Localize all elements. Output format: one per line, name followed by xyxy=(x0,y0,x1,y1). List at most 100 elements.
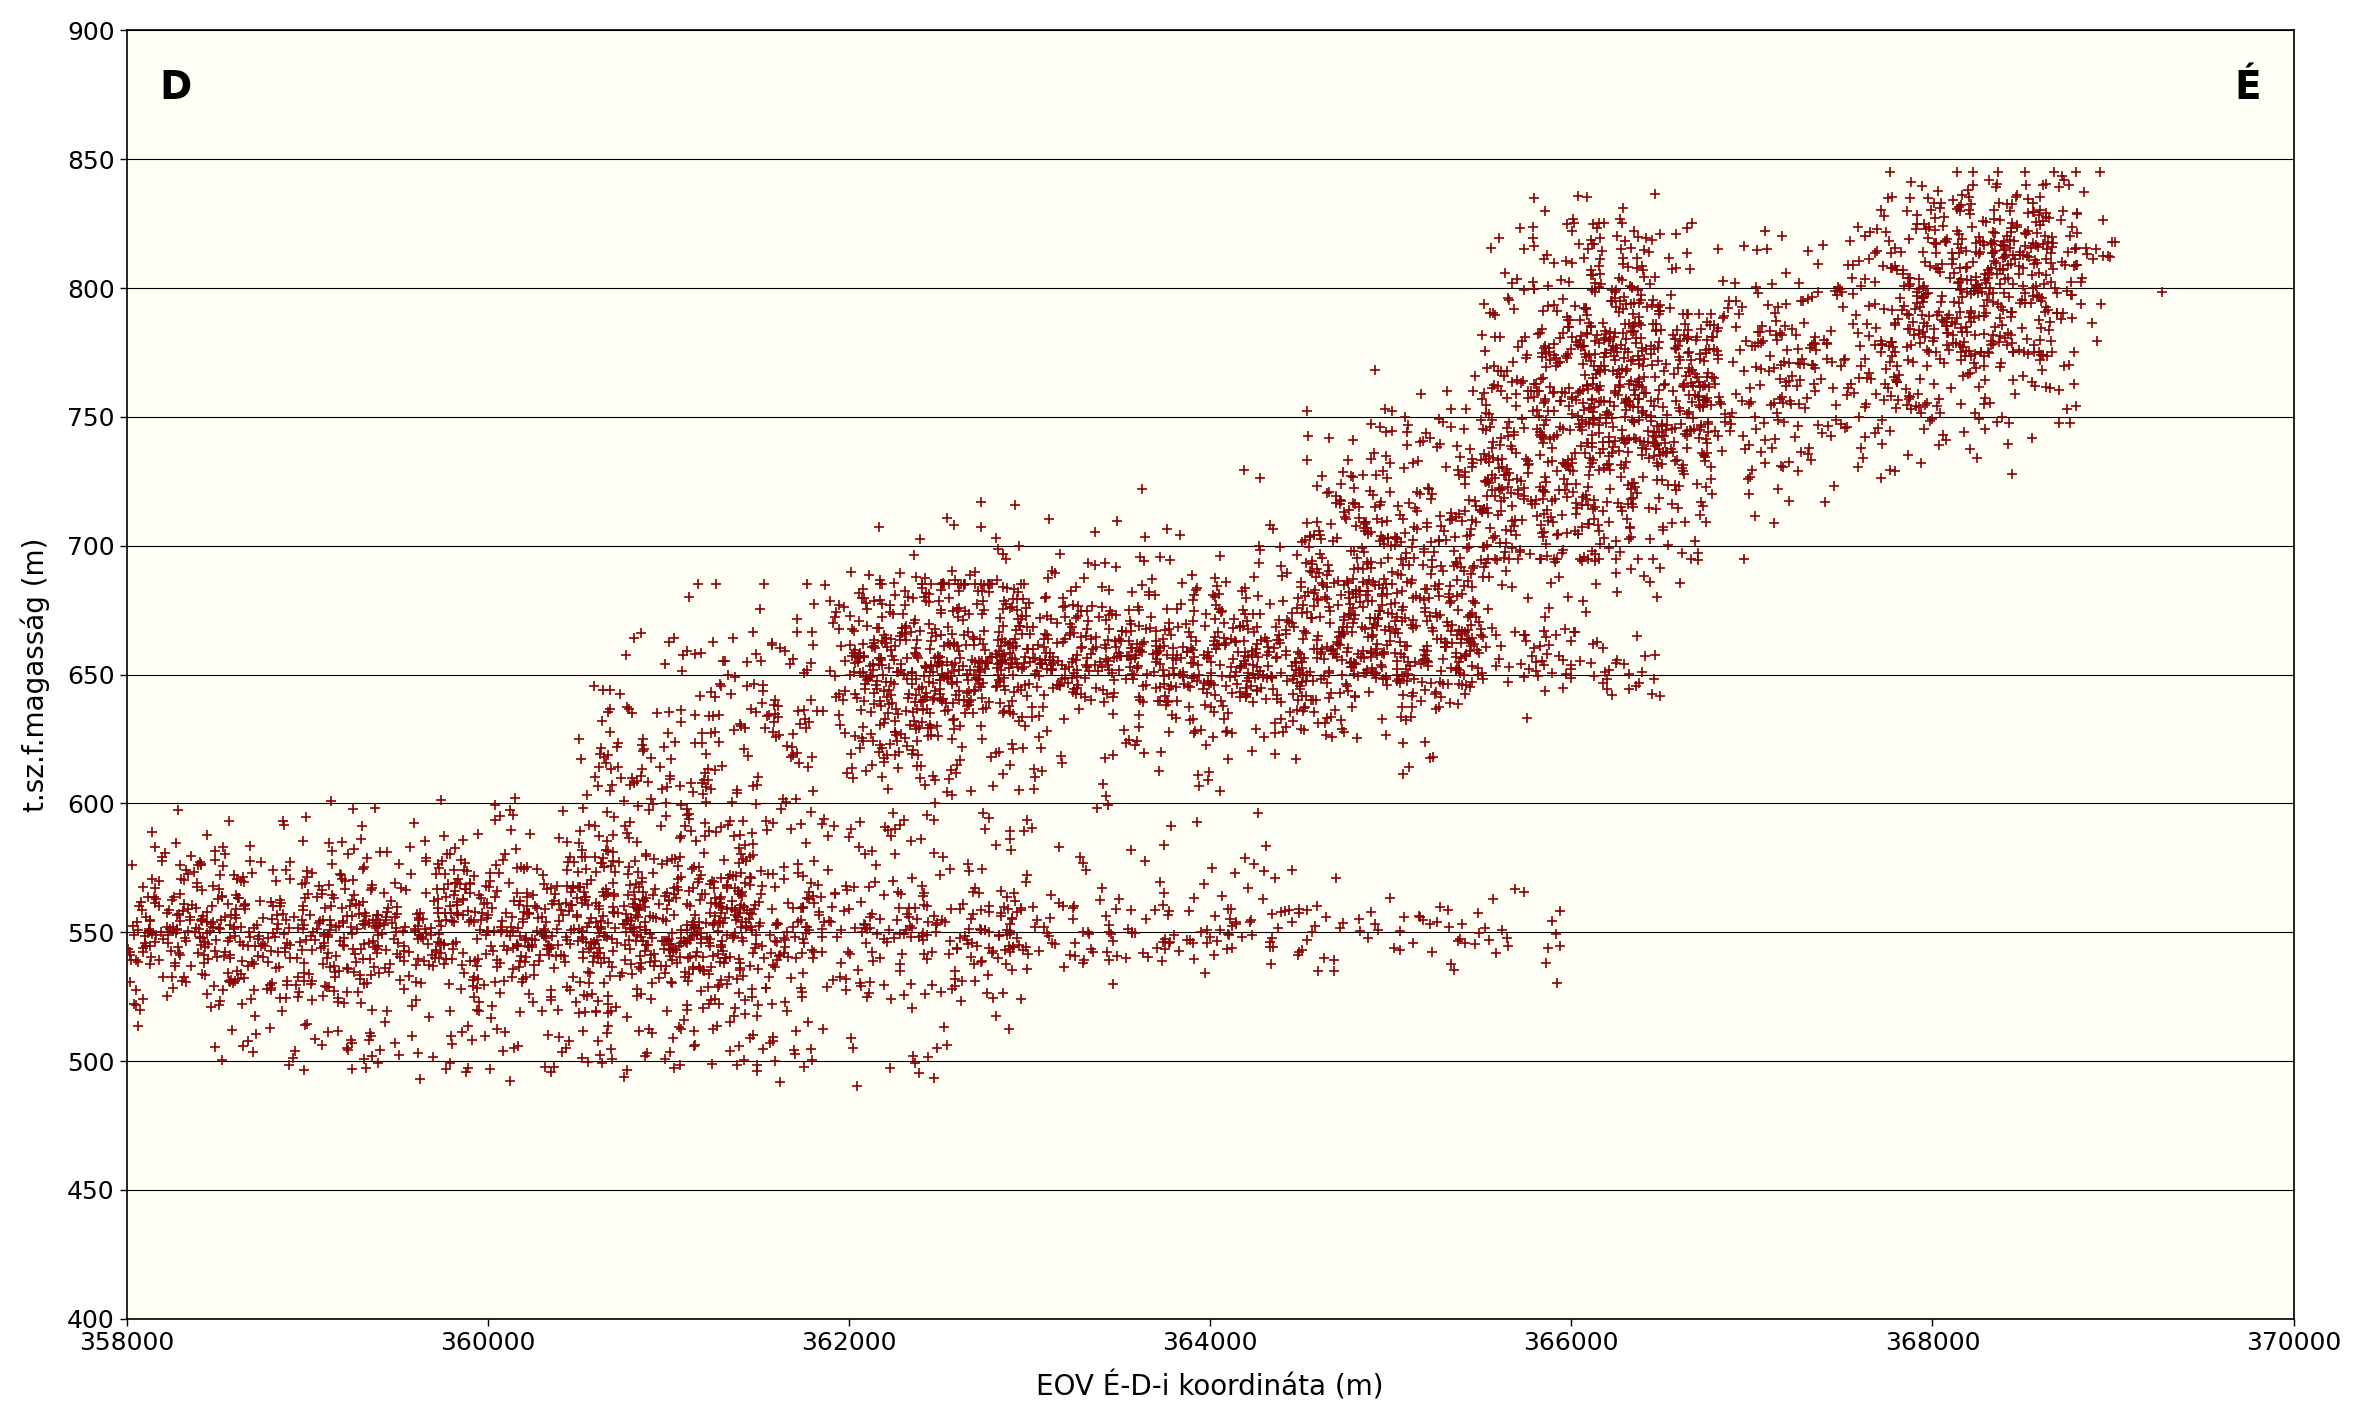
Point xyxy=(1490,411,1528,434)
Point xyxy=(593,758,631,781)
Point xyxy=(1363,654,1401,677)
Point xyxy=(947,694,985,717)
Point xyxy=(1994,341,2031,364)
Point xyxy=(125,876,163,899)
Point xyxy=(1110,599,1148,621)
Point xyxy=(305,896,342,919)
Point xyxy=(874,870,912,893)
Point xyxy=(957,678,994,701)
Point xyxy=(1587,404,1625,427)
Point xyxy=(487,970,524,993)
Point xyxy=(612,774,650,796)
Point xyxy=(1597,280,1635,303)
Point xyxy=(1493,495,1531,518)
Point xyxy=(1554,481,1592,503)
Point xyxy=(1094,702,1131,725)
Point xyxy=(1557,621,1594,644)
Point xyxy=(1323,718,1361,741)
Point xyxy=(1146,673,1183,695)
Point xyxy=(590,721,628,744)
Point xyxy=(1618,373,1656,395)
Point xyxy=(1377,621,1415,644)
Point xyxy=(831,634,869,657)
Point xyxy=(1635,421,1672,444)
Point xyxy=(1479,549,1516,572)
Point xyxy=(461,919,498,941)
Point xyxy=(1916,232,1953,255)
Point xyxy=(2015,284,2053,307)
Point xyxy=(1613,276,1651,299)
Point xyxy=(468,906,505,929)
Point xyxy=(1564,336,1601,358)
Point xyxy=(983,902,1020,924)
Point xyxy=(1689,412,1727,435)
Point xyxy=(1150,931,1188,954)
Point xyxy=(1146,882,1183,904)
Point xyxy=(940,638,978,661)
Point xyxy=(328,957,366,980)
Point xyxy=(1457,606,1495,629)
Point xyxy=(1200,634,1238,657)
Point xyxy=(1146,893,1183,916)
Point xyxy=(876,721,914,744)
Point xyxy=(1278,698,1316,721)
Point xyxy=(1453,602,1490,624)
Point xyxy=(345,857,383,880)
Point xyxy=(321,930,359,953)
Point xyxy=(1320,489,1358,512)
Point xyxy=(1663,542,1701,565)
Point xyxy=(1942,334,1979,357)
Point xyxy=(612,963,650,985)
Point xyxy=(1875,255,1913,277)
Point xyxy=(2017,210,2055,233)
Point xyxy=(331,1028,368,1051)
Point xyxy=(1299,589,1337,611)
Point xyxy=(1982,296,2020,319)
Point xyxy=(231,988,269,1011)
Point xyxy=(307,975,345,998)
Point xyxy=(1953,344,1991,367)
Point xyxy=(328,1037,366,1059)
Point xyxy=(1420,529,1457,552)
Point xyxy=(210,970,248,993)
Point xyxy=(1620,673,1658,695)
Point xyxy=(850,654,888,677)
Point xyxy=(194,894,231,917)
Point xyxy=(940,606,978,629)
Point xyxy=(184,910,222,933)
Point xyxy=(446,852,484,875)
Point xyxy=(1337,546,1375,569)
Point xyxy=(1337,579,1375,602)
Point xyxy=(458,977,496,1000)
Point xyxy=(1297,894,1335,917)
Point xyxy=(1464,556,1502,579)
Point xyxy=(1004,939,1042,961)
Point xyxy=(1148,518,1186,540)
Point xyxy=(1526,481,1564,503)
Point xyxy=(1268,670,1306,693)
Point xyxy=(916,680,954,702)
Point xyxy=(912,717,950,739)
Point xyxy=(1738,356,1776,378)
Point xyxy=(702,866,739,889)
Point xyxy=(720,957,758,980)
Point xyxy=(829,879,867,902)
Point xyxy=(987,648,1025,671)
Point xyxy=(1327,641,1365,664)
Point xyxy=(1353,641,1391,664)
Point xyxy=(900,619,938,641)
Point xyxy=(1956,279,1994,301)
Point xyxy=(680,867,718,890)
Point xyxy=(1377,617,1415,640)
Point xyxy=(966,919,1004,941)
Point xyxy=(1549,395,1587,418)
Point xyxy=(309,1021,347,1044)
Point xyxy=(418,877,456,900)
Point xyxy=(1580,358,1618,381)
Point xyxy=(1379,562,1417,584)
Point xyxy=(1460,902,1498,924)
Point xyxy=(1481,476,1519,499)
Point xyxy=(172,845,210,867)
Point xyxy=(1547,454,1585,476)
Point xyxy=(1757,428,1795,451)
